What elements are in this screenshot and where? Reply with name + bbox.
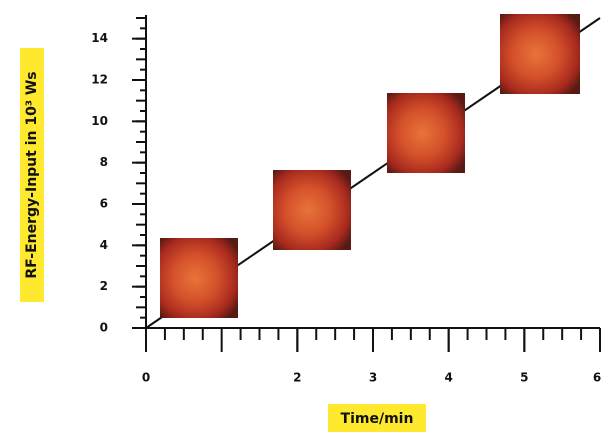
y-tick-label: 12 xyxy=(91,73,108,87)
x-tick-label: 4 xyxy=(444,371,452,385)
y-tick-label: 0 xyxy=(100,321,108,335)
y-tick-label: 8 xyxy=(100,155,108,169)
y-tick-label: 4 xyxy=(100,238,108,252)
x-tick-label: 2 xyxy=(293,371,301,385)
y-tick-label: 6 xyxy=(100,197,108,211)
x-tick-label: 3 xyxy=(369,371,377,385)
chart: RF-Energy-Input in 10³ Ws Time/min 0 2 3 4 5… xyxy=(0,0,603,435)
thumbnail xyxy=(500,14,580,94)
thumbnails xyxy=(160,14,580,318)
y-axis-label: RF-Energy-Input in 10³ Ws xyxy=(24,71,40,278)
x-axis-label: Time/min xyxy=(341,411,414,427)
x-tick-label: 5 xyxy=(520,371,528,385)
y-tick-label: 14 xyxy=(91,31,108,45)
x-tick-label: 0 xyxy=(142,371,150,385)
thumbnail xyxy=(387,93,465,173)
y-tick-label: 10 xyxy=(91,114,108,128)
x-tick-label: 6 xyxy=(593,371,601,385)
thumbnail xyxy=(273,170,351,250)
y-tick-label: 2 xyxy=(100,279,108,293)
thumbnail xyxy=(160,238,238,318)
